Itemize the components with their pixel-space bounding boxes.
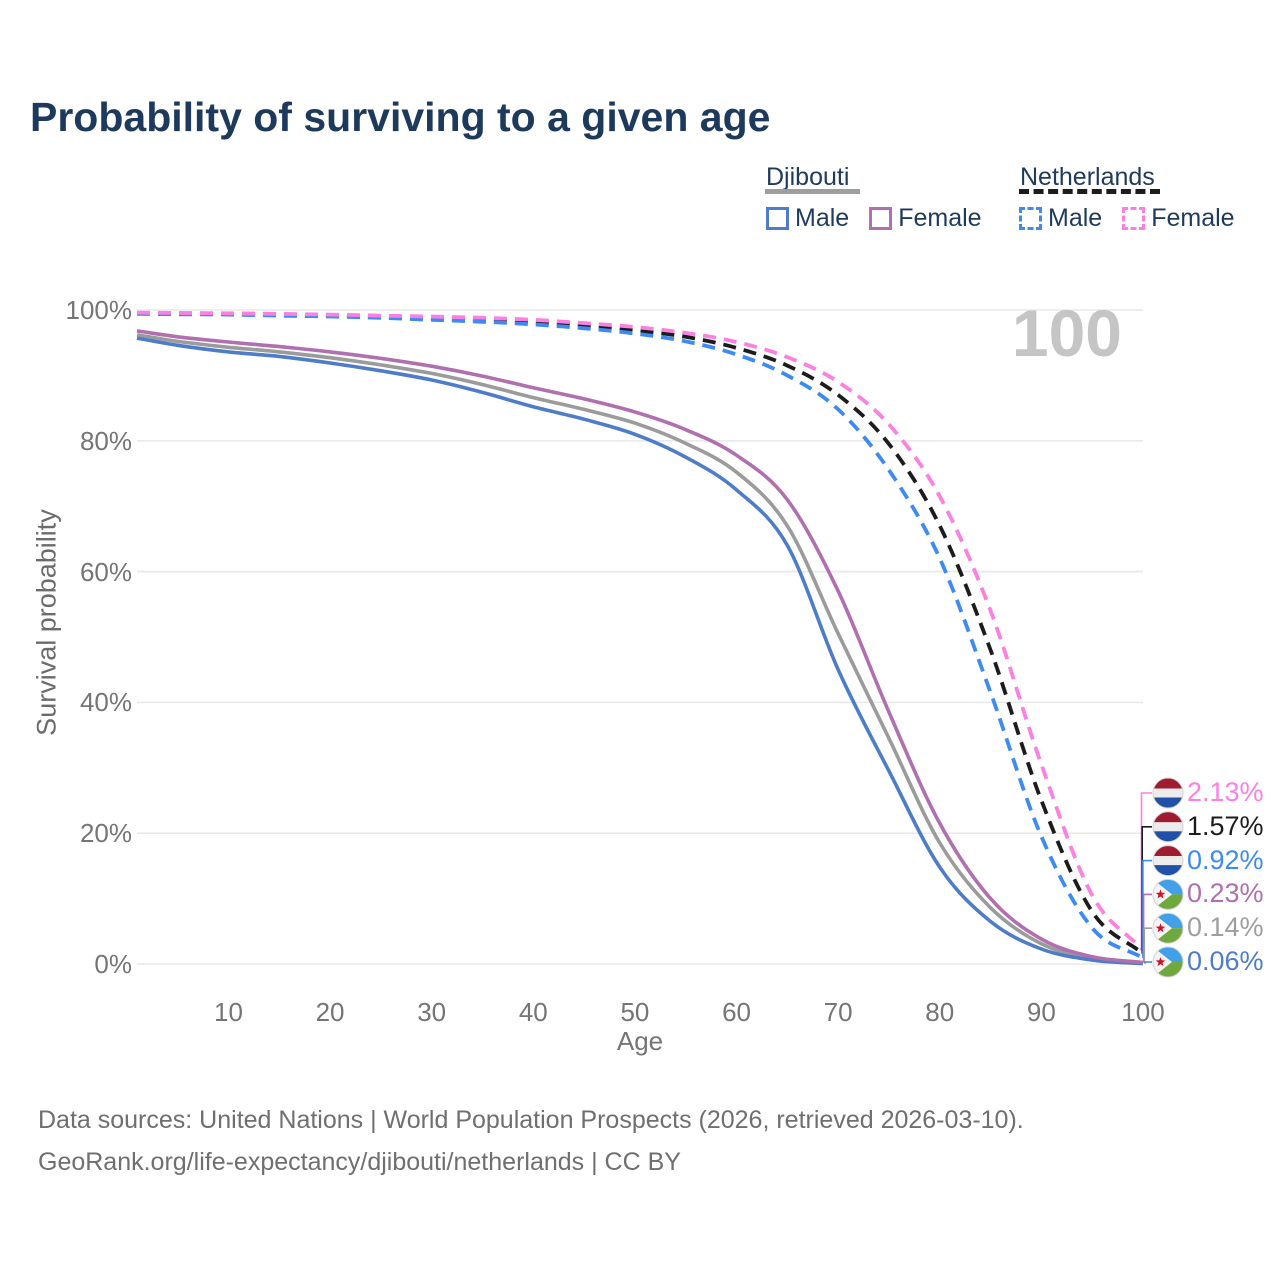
legend-item-netherlands-female[interactable]: Female [1122, 204, 1235, 233]
legend-item-djibouti-female[interactable]: Female [869, 204, 982, 233]
series-line-netherlands-male [136, 312, 1144, 960]
legend-swatch-icon [1122, 207, 1146, 230]
netherlands-flag-icon [1153, 811, 1183, 842]
x-tick-label: 10 [213, 997, 243, 1027]
end-value-label: 0.23% [1187, 878, 1264, 909]
x-tick-label: 100 [1121, 997, 1165, 1027]
series-line-djibouti-male [136, 336, 1144, 966]
y-tick-label: 0% [94, 949, 132, 979]
x-tick-label: 80 [925, 997, 955, 1027]
end-value-label: 0.92% [1187, 844, 1264, 875]
legend-group-netherlands-label: Netherlands [1020, 163, 1155, 191]
end-value-label: 1.57% [1187, 810, 1264, 841]
legend-djibouti-underline [765, 189, 860, 194]
netherlands-flag-icon [1153, 845, 1183, 876]
attribution-line: GeoRank.org/life-expectancy/djibouti/net… [38, 1148, 681, 1176]
djibouti-flag-icon [1153, 879, 1183, 910]
x-tick-label: 30 [417, 997, 447, 1027]
series-line-netherlands-both-sexes [136, 311, 1145, 956]
legend-item-djibouti-male[interactable]: Male [766, 204, 849, 233]
legend-group-djibouti-label: Djibouti [766, 163, 850, 191]
age-annotation: 100 [1011, 296, 1122, 370]
legend-item-netherlands-male[interactable]: Male [1019, 204, 1102, 233]
end-value-label: 0.06% [1187, 946, 1264, 976]
data-source-line: Data sources: United Nations | World Pop… [38, 1106, 1024, 1134]
legend-item-label: Female [898, 204, 982, 232]
end-label-leader [1144, 961, 1152, 964]
end-label-leader [1143, 927, 1152, 964]
legend-item-label: Female [1151, 204, 1235, 232]
y-tick-label: 60% [79, 556, 132, 587]
legend-group-djibouti: Male Female [766, 204, 982, 233]
end-value-label: 0.14% [1187, 912, 1264, 943]
x-tick-label: 40 [518, 997, 548, 1027]
x-tick-label: 50 [620, 997, 650, 1027]
series-line-djibouti-both-sexes [136, 333, 1144, 965]
y-tick-label: 80% [79, 425, 132, 456]
x-axis-title: Age [616, 1026, 664, 1056]
x-tick-label: 90 [1026, 997, 1056, 1027]
legend-swatch-icon [869, 207, 893, 230]
end-value-label: 2.13% [1187, 777, 1264, 807]
y-tick-label: 40% [79, 687, 132, 718]
chart-title: Probability of surviving to a given age [30, 94, 771, 140]
y-tick-label: 20% [79, 818, 132, 849]
x-tick-label: 70 [823, 997, 853, 1027]
legend-group-netherlands: Male Female [1019, 204, 1235, 233]
x-tick-label: 20 [315, 997, 345, 1027]
legend-swatch-icon [1019, 207, 1042, 230]
djibouti-flag-icon [1153, 947, 1183, 977]
djibouti-flag-icon [1153, 913, 1183, 944]
legend-item-label: Male [1048, 204, 1103, 232]
y-tick-label: 100% [65, 295, 133, 325]
series-line-djibouti-female [136, 329, 1144, 965]
legend-swatch-icon [766, 207, 789, 230]
netherlands-flag-icon [1153, 778, 1183, 808]
legend-netherlands-underline [1019, 189, 1160, 194]
legend-item-label: Male [795, 204, 850, 232]
series-line-netherlands-female [136, 310, 1145, 952]
x-tick-label: 60 [722, 997, 751, 1027]
